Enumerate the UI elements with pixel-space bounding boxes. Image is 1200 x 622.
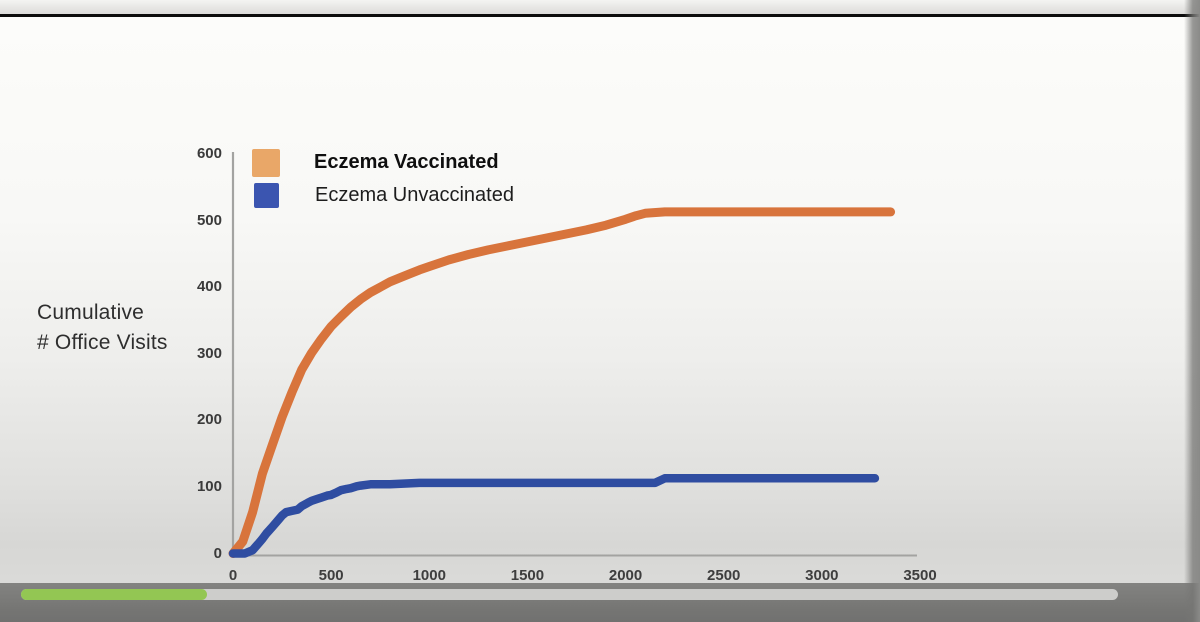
x-tick-label: 3000 [805, 567, 839, 584]
y-tick-label: 200 [196, 411, 222, 429]
y-axis-title-line1: Cumulative [37, 301, 145, 324]
y-tick-label: 600 [196, 145, 222, 162]
top-strip [0, 0, 1200, 14]
x-tick-label: 1000 [412, 567, 446, 584]
y-tick-label: 100 [196, 477, 222, 495]
slide-background [0, 17, 1200, 583]
legend-swatch-eczema-vaccinated [252, 148, 280, 177]
top-divider-line [0, 14, 1200, 17]
legend-label-eczema-vaccinated: Eczema Vaccinated [314, 151, 499, 173]
legend-item-eczema-vaccinated: Eczema Vaccinated [252, 146, 514, 179]
x-tick-label: 1500 [510, 567, 545, 584]
y-tick-label: 0 [213, 544, 222, 562]
chart-legend: Eczema Vaccinated Eczema Unvaccinated [252, 146, 514, 212]
y-tick-label: 400 [196, 278, 222, 296]
legend-swatch-eczema-unvaccinated [254, 183, 279, 208]
y-tick-label: 300 [196, 344, 222, 362]
y-tick-label: 500 [196, 211, 222, 229]
x-tick-label: 0 [228, 567, 238, 584]
y-axis-title: Cumulative # Office Visits [37, 298, 168, 358]
legend-item-eczema-unvaccinated: Eczema Unvaccinated [252, 179, 514, 212]
x-tick-label: 3500 [903, 567, 937, 584]
progress-bar-track[interactable] [21, 589, 1118, 600]
y-axis-title-line2: # Office Visits [37, 331, 168, 354]
x-tick-label: 500 [318, 567, 344, 584]
x-tick-label: 2500 [707, 567, 741, 584]
progress-bar-fill [21, 589, 208, 600]
x-tick-label: 2000 [608, 567, 643, 584]
player-controls-area [0, 583, 1200, 622]
legend-label-eczema-unvaccinated: Eczema Unvaccinated [315, 184, 514, 206]
